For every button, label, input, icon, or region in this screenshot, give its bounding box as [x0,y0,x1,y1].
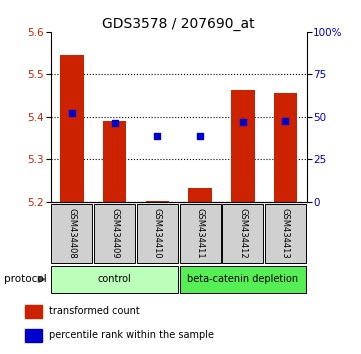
Point [283,118,288,124]
Bar [137,204,178,263]
Bar [145,201,169,202]
Text: percentile rank within the sample: percentile rank within the sample [49,330,214,341]
Bar [25,305,43,318]
Bar [265,204,306,263]
Title: GDS3578 / 207690_at: GDS3578 / 207690_at [103,17,255,31]
Point [69,110,75,115]
Bar [222,204,263,263]
Text: GSM434410: GSM434410 [153,208,162,259]
Bar [94,204,135,263]
Point [240,120,245,125]
Bar [274,93,297,202]
Text: transformed count: transformed count [49,307,140,316]
Bar [60,55,84,202]
Bar [51,204,92,263]
Bar [188,188,212,202]
Bar [179,266,306,293]
Text: beta-catenin depletion: beta-catenin depletion [187,274,298,284]
Text: protocol: protocol [4,274,46,284]
Point [197,133,203,139]
Bar [231,91,255,202]
Point [112,120,118,126]
Point [155,133,160,139]
Text: GSM434408: GSM434408 [68,208,77,259]
Bar [25,329,43,342]
Bar [51,266,178,293]
Text: GSM434411: GSM434411 [196,208,205,259]
Text: control: control [98,274,131,284]
Bar [179,204,221,263]
Bar [103,121,126,202]
Text: GSM434413: GSM434413 [281,208,290,259]
Text: GSM434412: GSM434412 [238,208,247,259]
Text: GSM434409: GSM434409 [110,208,119,259]
